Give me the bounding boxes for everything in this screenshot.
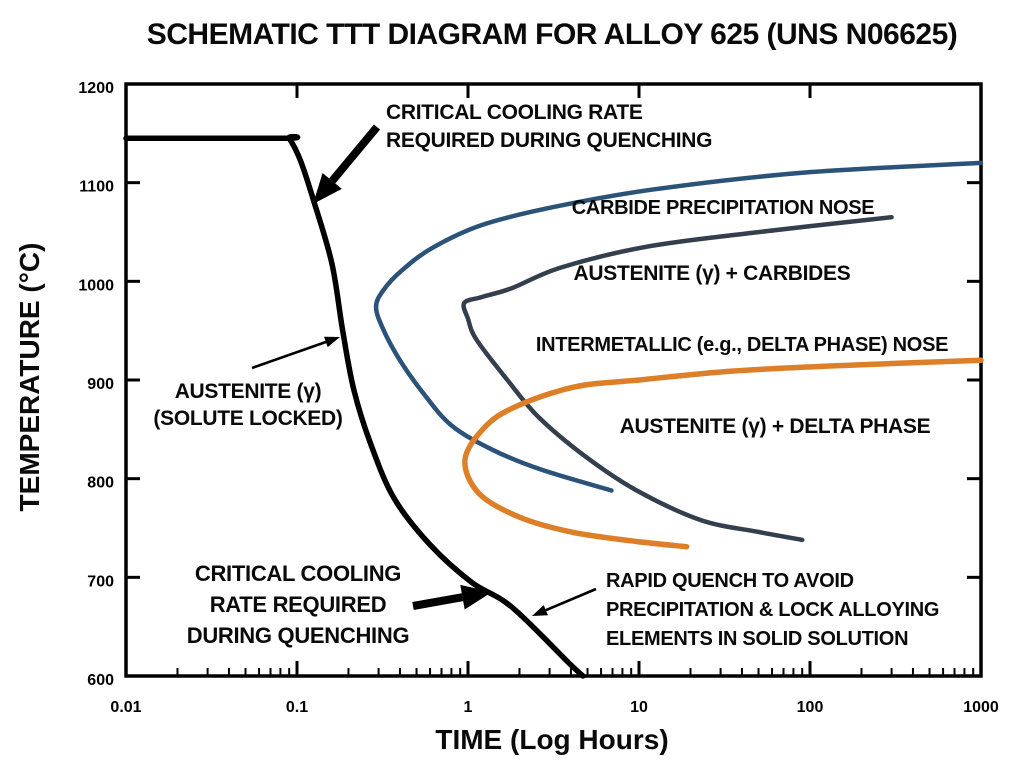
annotation-intermetallic-nose: INTERMETALLIC (e.g., DELTA PHASE) NOSE bbox=[535, 331, 949, 359]
annotation-line: AUSTENITE (γ) + DELTA PHASE bbox=[619, 415, 931, 438]
chart-title: SCHEMATIC TTT DIAGRAM FOR ALLOY 625 (UNS… bbox=[146, 18, 958, 51]
carbide-lower-boundary-curve bbox=[461, 214, 894, 543]
critical-cooling-bottom-arrowhead bbox=[460, 584, 492, 610]
annotation-line: (SOLUTE LOCKED) bbox=[153, 407, 343, 430]
rapid-quench-label-arrowhead bbox=[532, 605, 548, 616]
annotation-critical-cooling-top: CRITICAL COOLING RATE REQUIRED DURING QU… bbox=[386, 99, 712, 155]
y-tick-label: 600 bbox=[87, 672, 114, 689]
y-tick-label: 1100 bbox=[79, 179, 114, 196]
carbide-precipitation-nose-curve bbox=[373, 160, 984, 493]
annotation-critical-cooling-bottom: CRITICAL COOLING RATE REQUIRED DURING QU… bbox=[187, 558, 410, 651]
annotation-line: PRECIPITATION & LOCK ALLOYING bbox=[606, 599, 940, 621]
austenite-solute-locked-label-arrowhead bbox=[324, 336, 340, 348]
annotation-line: RATE REQUIRED bbox=[209, 592, 387, 617]
annotation-carbide-nose: CARBIDE PRECIPITATION NOSE bbox=[572, 194, 875, 222]
delta-phase-nose-curve bbox=[462, 357, 984, 550]
annotation-line: AUSTENITE (γ) bbox=[174, 380, 322, 403]
annotation-rapid-quench: RAPID QUENCH TO AVOID PRECIPITATION & LO… bbox=[606, 567, 939, 654]
critical-cooling-top-arrowhead bbox=[313, 172, 342, 204]
x-tick-label: 1 bbox=[464, 699, 473, 716]
y-axis-title: TEMPERATURE (°C) bbox=[14, 242, 45, 512]
annotation-line: ELEMENTS IN SOLID SOLUTION bbox=[606, 628, 909, 650]
annotation-line: RAPID QUENCH TO AVOID bbox=[606, 570, 854, 592]
rapid-quench-label-arrow bbox=[545, 587, 597, 612]
y-tick-label: 800 bbox=[87, 475, 114, 492]
x-tick-label: 100 bbox=[797, 699, 824, 716]
annotation-line: REQUIRED DURING QUENCHING bbox=[386, 129, 713, 152]
y-tick-label: 900 bbox=[87, 376, 114, 393]
x-axis-title: TIME (Log Hours) bbox=[435, 724, 669, 755]
critical-cooling-rate-curve bbox=[123, 133, 586, 679]
annotation-line: INTERMETALLIC (e.g., DELTA PHASE) NOSE bbox=[535, 334, 949, 356]
austenite-solute-locked-label-arrow bbox=[251, 340, 327, 370]
annotation-austenite-carbides: AUSTENITE (γ) + CARBIDES bbox=[574, 260, 851, 288]
x-tick-label: 10 bbox=[630, 699, 648, 716]
annotation-line: DURING QUENCHING bbox=[186, 623, 410, 648]
annotation-line: CRITICAL COOLING bbox=[194, 561, 402, 586]
x-tick-label: 0.1 bbox=[286, 699, 308, 716]
annotation-line: CARBIDE PRECIPITATION NOSE bbox=[571, 197, 875, 219]
annotation-line: AUSTENITE (γ) + CARBIDES bbox=[573, 262, 851, 285]
y-tick-label: 1200 bbox=[78, 80, 114, 97]
y-tick-label: 700 bbox=[87, 573, 114, 590]
x-tick-label: 1000 bbox=[963, 699, 999, 716]
y-tick-label: 1000 bbox=[78, 277, 114, 294]
annotation-austenite-solute-locked: AUSTENITE (γ) (SOLUTE LOCKED) bbox=[153, 378, 342, 432]
x-tick-label: 0.01 bbox=[110, 699, 141, 716]
annotation-austenite-delta: AUSTENITE (γ) + DELTA PHASE bbox=[620, 413, 931, 441]
critical-cooling-top-arrow bbox=[329, 124, 381, 184]
critical-cooling-bottom-arrow bbox=[412, 593, 464, 610]
annotation-line: CRITICAL COOLING RATE bbox=[386, 101, 643, 124]
